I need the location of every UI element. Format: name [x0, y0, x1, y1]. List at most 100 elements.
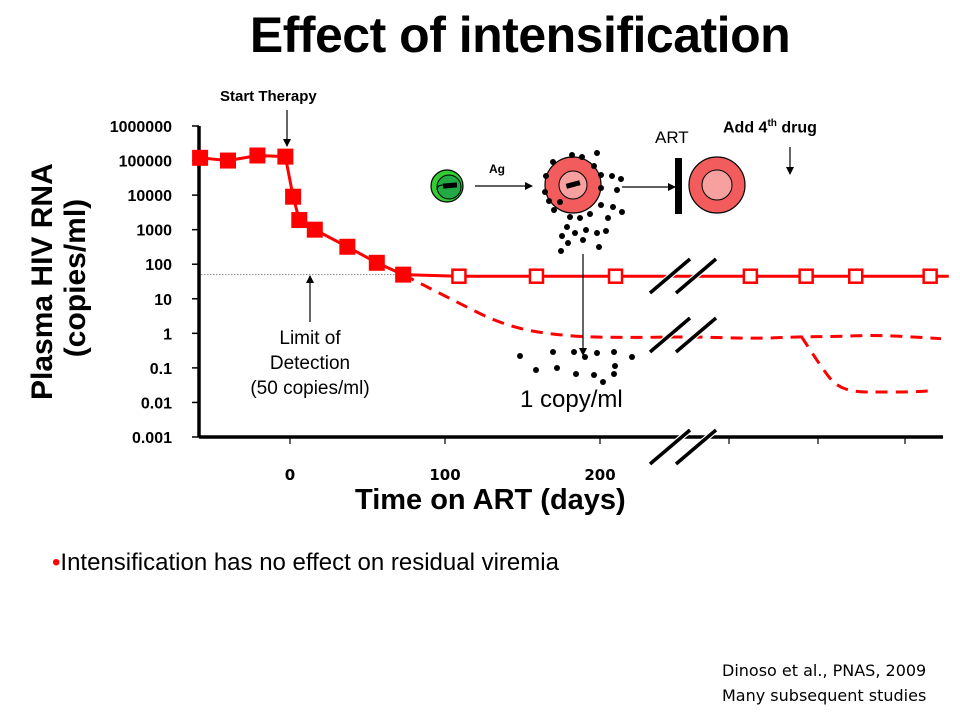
- axis-break-mark: [648, 316, 692, 354]
- citation: Dinoso et al., PNAS, 2009 Many subsequen…: [722, 658, 926, 708]
- y-axis-label-line2: (copies/ml): [59, 199, 92, 357]
- data-point-filled: [368, 254, 385, 271]
- lod-line1: Limit of: [279, 328, 341, 349]
- residual-virion-dot: [571, 349, 577, 355]
- data-point-open: [607, 268, 624, 284]
- virion-dot: [577, 215, 583, 221]
- add-drug-suffix: drug: [776, 119, 817, 137]
- series-line-after-4th-drug: [800, 335, 934, 394]
- series-line-residual-viremia: [402, 273, 942, 341]
- virion-dot: [618, 176, 624, 182]
- virion-dot: [572, 230, 578, 236]
- y-tick-label: 0.1: [150, 361, 172, 378]
- axis-break-mark: [648, 428, 692, 466]
- residual-virion-dot: [533, 367, 539, 373]
- x-axis-label: Time on ART (days): [355, 484, 626, 516]
- virion-dot: [598, 202, 604, 208]
- add-4th-drug-label: Add 4th drug: [723, 118, 817, 137]
- x-tick-label: 100: [429, 466, 460, 484]
- provirus-icon: [442, 182, 458, 189]
- residual-virion-dot: [611, 371, 617, 377]
- axis-break-mark: [674, 428, 718, 466]
- virion-dot: [543, 173, 549, 179]
- slide-title: Effect of intensification: [249, 7, 791, 63]
- virion-dot: [567, 214, 573, 220]
- data-point-filled: [192, 149, 209, 166]
- residual-virion-dot: [550, 349, 556, 355]
- y-tick-label: 10000: [128, 188, 173, 205]
- virion-dot: [594, 150, 600, 156]
- residual-virion-dot: [573, 371, 579, 377]
- virion-dot: [564, 224, 570, 230]
- residual-virion-dot: [612, 363, 618, 369]
- axis-break-mark: [674, 257, 718, 295]
- y-tick-label: 10: [154, 292, 172, 309]
- virion-dot: [596, 244, 602, 250]
- bullet-text: Intensification has no effect on residua…: [60, 549, 559, 576]
- lod-line3: (50 copies/ml): [250, 378, 370, 399]
- data-point-filled: [249, 147, 266, 164]
- virion-dot: [587, 211, 593, 217]
- start-therapy-label: Start Therapy: [220, 88, 317, 105]
- citation-line2: Many subsequent studies: [722, 686, 927, 705]
- virion-dot: [598, 185, 604, 191]
- virion-dot: [609, 173, 615, 179]
- blocked-cell-nucleus: [701, 169, 733, 201]
- virion-dot: [569, 152, 575, 158]
- data-point-filled: [339, 238, 356, 255]
- residual-virion-dot: [582, 354, 588, 360]
- virion-dot: [591, 163, 597, 169]
- data-point-filled: [291, 212, 308, 229]
- data-point-filled: [220, 152, 236, 169]
- data-point-filled: [277, 148, 294, 165]
- y-tick-label: 1: [163, 326, 172, 343]
- virion-dot: [551, 207, 557, 213]
- virion-dot: [565, 240, 571, 246]
- data-point-open: [798, 268, 814, 284]
- y-tick-label: 1000: [136, 223, 172, 240]
- data-point-filled: [395, 266, 412, 283]
- residual-virion-dot: [600, 379, 606, 385]
- residual-virion-dot: [554, 365, 560, 371]
- residual-virion-dot: [591, 372, 597, 378]
- virion-dot: [605, 215, 611, 221]
- data-point-open: [742, 268, 759, 284]
- antigen-label: Ag: [489, 162, 505, 176]
- y-tick-label: 1000000: [110, 119, 172, 136]
- art-block-bar: [675, 158, 682, 214]
- data-point-open: [848, 268, 864, 284]
- virion-dot: [559, 233, 565, 239]
- lod-line2: Detection: [269, 353, 351, 374]
- virion-dot: [603, 228, 609, 234]
- add-drug-prefix: Add 4: [723, 119, 768, 137]
- data-point-filled: [306, 221, 323, 238]
- virion-dot: [594, 230, 600, 236]
- virion-dot: [550, 159, 556, 165]
- y-tick-label: 100: [145, 257, 172, 274]
- axis-break-mark: [648, 257, 692, 295]
- provirus-tail: [436, 184, 444, 191]
- y-axis-label: Plasma HIV RNA (copies/ml): [26, 156, 92, 400]
- bullet-marker: •: [52, 549, 61, 576]
- virion-dot: [546, 198, 552, 204]
- add-drug-superscript: th: [767, 118, 777, 129]
- data-point-open: [451, 268, 467, 284]
- virion-dot: [542, 189, 548, 195]
- data-point-open: [528, 268, 545, 284]
- residual-virion-dot: [611, 349, 617, 355]
- y-axis-label-line1: Plasma HIV RNA: [26, 164, 59, 400]
- virion-dot: [619, 209, 625, 215]
- data-point-filled: [285, 188, 302, 205]
- y-tick-label: 0.001: [132, 430, 172, 447]
- x-tick-label: 0: [285, 466, 295, 484]
- residual-virion-dot: [629, 354, 635, 360]
- virion-dot: [558, 248, 564, 254]
- citation-line1: Dinoso et al., PNAS, 2009: [722, 661, 927, 680]
- provirus-icon: [565, 180, 581, 189]
- residual-virion-dot: [594, 350, 600, 356]
- virion-dot: [610, 204, 616, 210]
- virion-dot: [557, 199, 563, 205]
- virion-dot: [598, 172, 604, 178]
- x-tick-label: 200: [584, 466, 615, 484]
